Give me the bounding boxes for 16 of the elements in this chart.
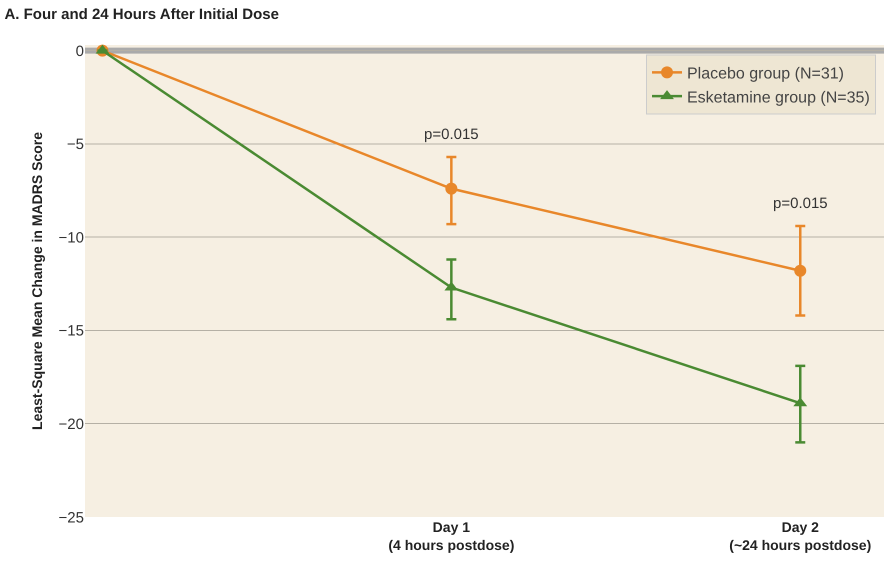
point [445,182,458,195]
annotation: p=0.015 [424,126,479,143]
y-tick-label: −15 [58,322,84,340]
x-tick-label: Day 1 (4 hours postdose) [388,519,514,554]
point [794,264,806,277]
x-tick-label: Day 2 (~24 hours postdose) [729,519,872,554]
y-tick-label: −25 [58,509,84,526]
y-tick-label: −10 [58,229,84,246]
annotation: p=0.015 [773,195,828,212]
y-axis-title: Least-Square Mean Change in MADRS Score [29,132,46,430]
legend-label: Placebo group (N=31) [687,66,844,83]
legend-label: Esketamine group (N=35) [687,89,870,106]
y-tick-label: 0 [76,42,84,60]
y-tick-label: −5 [66,136,84,154]
chart-title: A. Four and 24 Hours After Initial Dose [4,6,279,23]
y-tick-label: −20 [58,416,84,433]
